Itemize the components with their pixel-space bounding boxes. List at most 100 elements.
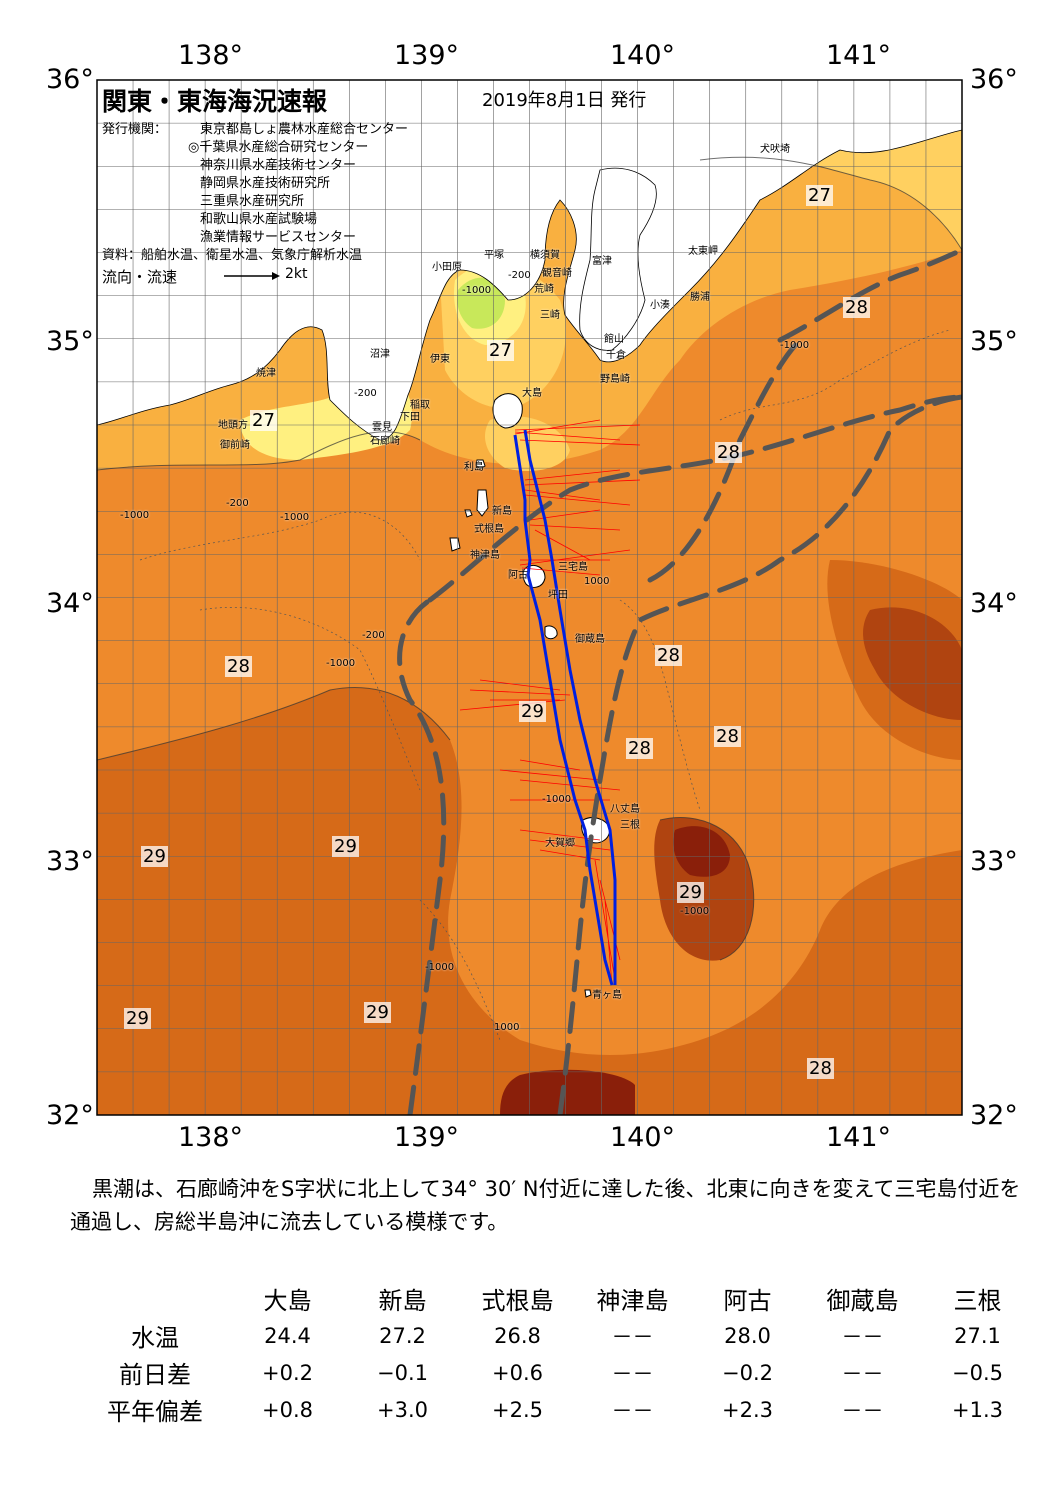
lon-label-bottom-141: 141°	[826, 1122, 892, 1153]
station-header: 式根島	[481, 1287, 554, 1315]
place-shikinejima: 式根島	[474, 524, 504, 535]
table-cell: －－	[611, 1398, 654, 1423]
place-numazu: 沼津	[370, 349, 390, 360]
table-cell: 26.8	[494, 1323, 541, 1348]
lon-label-bottom-140: 140°	[610, 1122, 676, 1153]
station-header: 新島	[378, 1287, 427, 1315]
depth-label: -200	[362, 630, 385, 641]
map-frame	[96, 79, 963, 1116]
depth-label: -1000	[425, 962, 455, 973]
depth-label: -200	[508, 270, 531, 281]
place-kominato: 小湊	[650, 300, 670, 311]
depth-label: 1000	[584, 576, 610, 587]
map-title: 関東・東海海況速報	[102, 87, 328, 116]
table-cell: 27.2	[379, 1323, 426, 1348]
place-tateyama: 館山	[604, 334, 624, 345]
row-label: 平年偏差	[107, 1398, 203, 1426]
zone-30-south	[500, 1069, 635, 1115]
row-label: 水温	[131, 1324, 179, 1352]
isotherm-label: 29	[332, 836, 359, 857]
place-toshima: 利島	[464, 462, 484, 473]
station-header: 大島	[263, 1287, 312, 1315]
place-aogashima: 青ヶ島	[592, 990, 622, 1001]
land-shikinejima	[464, 509, 473, 518]
depth-label: -1000	[280, 512, 310, 523]
station-header: 御蔵島	[826, 1287, 899, 1315]
issuers-label: 発行機関：	[102, 122, 168, 137]
kuroshio-description: 黒潮は、石廊崎沖をS字状に北上して34° 30′ N付近に達した後、北東に向きを…	[70, 1177, 1021, 1234]
table-cell: +0.8	[262, 1397, 313, 1422]
place-hachijojima: 八丈島	[610, 804, 640, 815]
issue-date: 2019年8月1日 発行	[482, 90, 647, 111]
lat-label-right-35: 35°	[970, 326, 1018, 357]
lon-label-top-140: 140°	[610, 40, 676, 71]
place-omaezaki: 御前崎	[220, 440, 250, 451]
place-inubosaki: 犬吠埼	[760, 144, 790, 155]
isotherm-label: 28	[626, 738, 653, 759]
isotherm-label: 29	[124, 1008, 151, 1029]
flow-legend-label: 流向・流速	[102, 268, 178, 286]
data-sources: 資料：船舶水温、衛星水温、気象庁解析水温	[102, 248, 363, 263]
table-cell: －－	[611, 1361, 654, 1386]
depth-label: -1000	[780, 340, 810, 351]
place-hiratsuka: 平塚	[484, 250, 504, 261]
depth-label: -200	[354, 388, 377, 399]
place-taitomisaki: 太東岬	[688, 246, 718, 257]
kuroshio-axis-lines	[397, 247, 962, 1115]
row-label: 前日差	[119, 1361, 191, 1389]
place-oshima: 大島	[522, 388, 542, 399]
place-niijima: 新島	[492, 506, 512, 517]
depth-label: -1000	[326, 658, 356, 669]
place-odawara: 小田原	[432, 262, 462, 273]
place-mikurajima: 御蔵島	[575, 634, 605, 645]
lat-label-left-32: 32°	[46, 1100, 94, 1131]
zone-30-east	[863, 607, 962, 720]
table-corner	[80, 1280, 230, 1317]
table-cell: 24.4	[264, 1323, 311, 1348]
flow-scale-label: 2kt	[285, 266, 308, 282]
place-shimoda: 下田	[400, 412, 420, 423]
isotherm-label: 28	[843, 297, 870, 318]
flow-legend-arrow	[224, 272, 280, 280]
place-yaizu: 焼津	[256, 368, 276, 379]
lat-label-right-33: 33°	[970, 846, 1018, 877]
place-kozushima: 神津島	[470, 550, 500, 561]
issuer-wakayama: 和歌山県水産試験場	[200, 212, 318, 227]
depth-label: -200	[226, 498, 249, 509]
isotherm-label: 27	[250, 410, 277, 431]
land-aogashima	[584, 989, 592, 998]
issuer-tokyo: 東京都島しょ農林水産総合センター	[200, 122, 409, 137]
place-irozaki: 石廊崎	[370, 436, 400, 447]
issuer-kanagawa: 神奈川県水産技術センター	[200, 158, 357, 173]
table-cell: 27.1	[954, 1323, 1001, 1348]
table-cell: －－	[611, 1324, 654, 1349]
place-jitogata: 地頭方	[218, 420, 248, 431]
isotherm-label: 28	[655, 645, 682, 666]
issuer-shizuoka: 静岡県水産技術研究所	[200, 176, 331, 191]
place-miyakejima: 三宅島	[558, 562, 588, 573]
lon-label-bottom-139: 139°	[394, 1122, 460, 1153]
isotherm-label: 29	[141, 846, 168, 867]
place-nojimazaki: 野島崎	[600, 374, 630, 385]
place-futtsu: 富津	[592, 256, 612, 267]
issuer-jafic: 漁業情報サービスセンター	[200, 230, 357, 245]
place-kannonzaki: 観音崎	[542, 268, 572, 279]
isotherm-contours	[97, 156, 962, 961]
isotherm-label: 28	[714, 726, 741, 747]
table-cell: －－	[841, 1324, 884, 1349]
place-inatori: 稲取	[410, 400, 430, 411]
table-cell: +2.5	[492, 1397, 543, 1422]
table-cell: −0.1	[377, 1360, 428, 1385]
table-cell: +0.6	[492, 1360, 543, 1385]
land-mikurajima	[544, 625, 558, 640]
isotherm-label: 29	[677, 882, 704, 903]
lat-label-left-34: 34°	[46, 588, 94, 619]
zone-31	[673, 826, 730, 877]
station-header: 阿古	[723, 1287, 772, 1315]
depth-label: -1000	[680, 906, 710, 917]
table-cell: +0.2	[262, 1360, 313, 1385]
depth-label: -1000	[462, 285, 492, 296]
table-cell: +1.3	[952, 1397, 1003, 1422]
place-katsuura: 勝浦	[690, 292, 710, 303]
